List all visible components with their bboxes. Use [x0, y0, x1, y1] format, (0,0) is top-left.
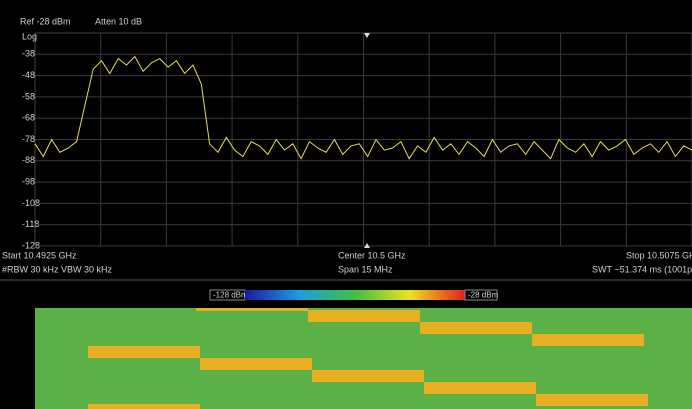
analyzer-screen: Ref -28 dBm Atten 10 dB Log -38 -48 -58 -68 -…: [0, 0, 692, 409]
center-freq: Center 10.5 GHz: [338, 250, 406, 260]
display: Ref -28 dBm Atten 10 dB Log -38 -48 -58 -68 -…: [0, 0, 692, 409]
y-tick-label: -58: [22, 91, 35, 101]
scale-label: Log: [22, 31, 37, 41]
y-tick-label: -78: [22, 134, 35, 144]
y-tick-label: -108: [22, 198, 40, 208]
stop-freq: Stop 10.5075 GHz: [626, 250, 692, 260]
span: Span 15 MHz: [338, 264, 393, 274]
start-freq: Start 10.4925 GHz: [2, 250, 77, 260]
sweep-time: SWT ~51.374 ms (1001pt): [592, 264, 692, 274]
y-tick-label: -118: [22, 219, 39, 229]
waterfall: [35, 308, 692, 409]
y-tick-label: -98: [22, 176, 35, 186]
trace-plot: Log -38 -48 -58 -68 -78 -88 -98 -108 -118 -128: [22, 31, 692, 250]
y-tick-label: -128: [22, 240, 40, 250]
y-tick-label: -48: [22, 70, 35, 80]
ref-level: Ref -28 dBm: [20, 16, 71, 26]
y-tick-label: -88: [22, 155, 35, 165]
colorbar: [245, 290, 465, 300]
colorbar-min: -128 dBm: [213, 291, 248, 300]
y-tick-label: -38: [22, 49, 35, 59]
y-tick-label: -68: [22, 113, 35, 123]
bandwidth: #RBW 30 kHz VBW 30 kHz: [2, 264, 113, 274]
colorbar-max: -28 dBm: [468, 291, 499, 300]
attenuation: Atten 10 dB: [95, 16, 142, 26]
